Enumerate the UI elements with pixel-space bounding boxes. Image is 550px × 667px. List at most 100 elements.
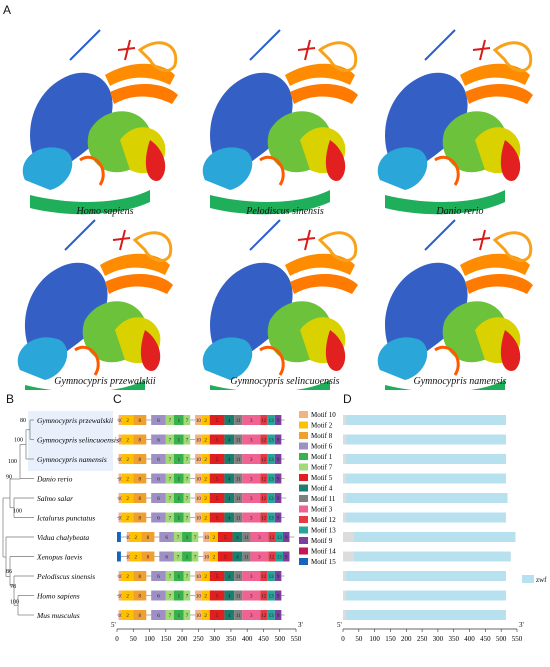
motif-block bbox=[173, 590, 184, 601]
motif-block bbox=[173, 512, 184, 523]
motif-block bbox=[209, 454, 225, 464]
motif-block bbox=[195, 590, 202, 601]
motif-block bbox=[274, 415, 282, 425]
motif-block-label: 13 bbox=[269, 497, 275, 502]
motif-block-label: 10 bbox=[196, 575, 202, 580]
motif-block bbox=[275, 532, 283, 542]
zwf-domain bbox=[346, 610, 506, 620]
motif-block bbox=[173, 473, 184, 484]
motif-block-label: 10 bbox=[118, 439, 124, 444]
bootstrap-label: 100 bbox=[14, 438, 23, 444]
caption-homo-sapiens: Homo sapiens bbox=[76, 206, 134, 217]
motif-block bbox=[224, 434, 235, 445]
motif-block bbox=[118, 571, 122, 581]
motif-block bbox=[159, 551, 174, 562]
motif-block-label: 4 bbox=[228, 439, 231, 444]
motif-block bbox=[118, 512, 122, 523]
motif-block-label: 2 bbox=[213, 536, 216, 541]
motif-block bbox=[126, 532, 131, 542]
caption-gymnocypris-namensis: Gymnocypris namensis bbox=[413, 376, 507, 387]
motif-legend-label: Motif 1 bbox=[311, 453, 333, 461]
caption-gymnocypris-selincuoensis: Gymnocypris selincuoensis bbox=[230, 376, 340, 387]
motif-block-label: 7 bbox=[169, 517, 172, 522]
motif-legend-label: Motif 14 bbox=[311, 548, 336, 556]
motif-block-label: 5 bbox=[216, 497, 219, 502]
motif-block bbox=[141, 532, 155, 542]
motif-block bbox=[242, 532, 251, 542]
motif-block-label: 10 bbox=[118, 595, 124, 600]
motif-block-label: 7 bbox=[194, 536, 197, 541]
motif-block bbox=[151, 454, 166, 464]
motif-block-label: 6 bbox=[157, 595, 160, 600]
motif-block-label: 7 bbox=[169, 614, 172, 619]
motif-axis-5prime: 5' bbox=[111, 621, 116, 629]
motif-axis-tick-label: 500 bbox=[274, 635, 285, 643]
motif-block-label: 2 bbox=[204, 614, 207, 619]
zwf-domain bbox=[346, 473, 506, 484]
gymnocypris-highlight bbox=[28, 411, 113, 471]
motif-block bbox=[173, 415, 184, 425]
motif-block-label: 3 bbox=[250, 419, 253, 424]
motif-block bbox=[242, 551, 251, 562]
domain-axis-tick-label: 200 bbox=[401, 635, 412, 643]
motif-block-label: 12 bbox=[261, 497, 267, 502]
motif-axis-tick-label: 50 bbox=[130, 635, 138, 643]
motif-legend-label: Motif 13 bbox=[311, 527, 336, 535]
tree-taxon-label: Salmo salar bbox=[37, 494, 73, 503]
motif-block bbox=[191, 551, 199, 562]
motif-block-label: 7 bbox=[169, 439, 172, 444]
motif-block-label: 7 bbox=[177, 556, 180, 561]
motif-block-label: 7 bbox=[186, 419, 189, 424]
motif-block-label: 2 bbox=[126, 439, 129, 444]
motif-block bbox=[173, 610, 184, 620]
motif-block-label: 7 bbox=[186, 478, 189, 483]
motif-block-label: 10 bbox=[196, 419, 202, 424]
motif-axis-tick-label: 300 bbox=[209, 635, 220, 643]
motif-legend-swatch bbox=[299, 505, 308, 513]
motif-block-label: 2 bbox=[204, 458, 207, 463]
motif-block-label: 5 bbox=[224, 556, 227, 561]
motif-legend-swatch bbox=[299, 495, 308, 502]
motif-block-label: 2 bbox=[126, 517, 129, 522]
bootstrap-label: 100 bbox=[8, 459, 17, 465]
motif-block bbox=[183, 473, 191, 484]
motif-block-label: 11 bbox=[236, 575, 241, 580]
motif-block-label: 7 bbox=[186, 614, 189, 619]
motif-block bbox=[209, 415, 225, 425]
motif-block-label: 11 bbox=[236, 439, 241, 444]
motif-block bbox=[151, 434, 166, 445]
motif-block bbox=[133, 434, 147, 445]
motif-block bbox=[224, 473, 235, 484]
motif-axis-tick-label: 150 bbox=[161, 635, 172, 643]
protein-structures bbox=[16, 28, 535, 390]
motif-block bbox=[250, 551, 269, 562]
motif-block bbox=[234, 493, 243, 503]
motif-block bbox=[201, 571, 210, 581]
motif-block-label: 10 bbox=[196, 439, 202, 444]
motif-block bbox=[183, 590, 191, 601]
motif-block bbox=[183, 571, 191, 581]
motif-block bbox=[126, 551, 131, 562]
motif-block-label: 4 bbox=[228, 419, 231, 424]
motif-block-label: 7 bbox=[169, 419, 172, 424]
bootstrap-label: 86 bbox=[6, 569, 12, 575]
motif-block-label: 7 bbox=[186, 595, 189, 600]
motif-block bbox=[242, 473, 261, 484]
motif-block bbox=[234, 610, 243, 620]
motif-block-label: 11 bbox=[244, 536, 249, 541]
motif-block-label: 11 bbox=[236, 478, 241, 483]
motif-block bbox=[267, 434, 275, 445]
motif-block bbox=[268, 532, 276, 542]
domain-axis-tick-label: 0 bbox=[341, 635, 345, 643]
motif-block-label: 7 bbox=[169, 478, 172, 483]
motif-block-label: 7 bbox=[169, 497, 172, 502]
motif-block bbox=[274, 590, 282, 601]
motif-block bbox=[118, 434, 122, 445]
motif-legend-label: Motif 12 bbox=[311, 516, 336, 524]
motif-block bbox=[224, 590, 235, 601]
motif-block bbox=[267, 512, 275, 523]
motif-block-label: 3 bbox=[250, 575, 253, 580]
motif-block bbox=[224, 415, 235, 425]
motif-block-label: 8 bbox=[139, 439, 142, 444]
motif-block bbox=[217, 532, 233, 542]
